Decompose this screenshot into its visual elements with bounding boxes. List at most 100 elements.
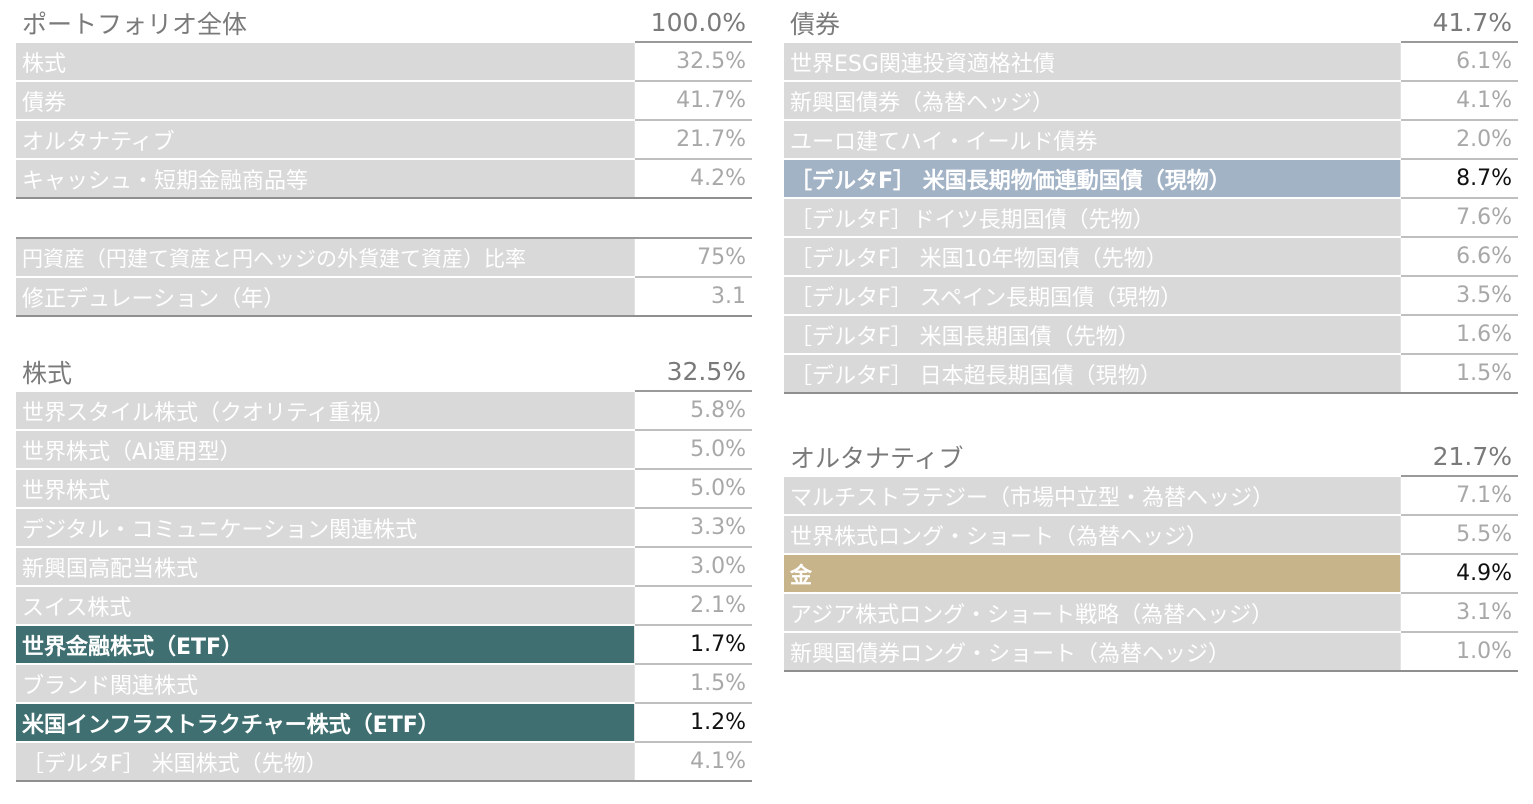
left-column: ポートフォリオ全体 100.0% 株式 32.5% 債券 41.7% オルタナテ…: [16, 4, 752, 782]
row-value: 1.5%: [1399, 354, 1518, 394]
table-row: ユーロ建てハイ・イールド債券 2.0%: [784, 120, 1518, 160]
row-value: 1.7%: [633, 625, 752, 665]
table-row: 世界株式（AI運用型） 5.0%: [16, 430, 752, 470]
row-label: ブランド関連株式: [16, 664, 634, 704]
row-value: 5.0%: [633, 430, 752, 470]
equity-table: 株式 32.5% 世界スタイル株式（クオリティ重視） 5.8% 世界株式（AI運…: [16, 353, 752, 782]
table-row: 新興国債券ロング・ショート（為替ヘッジ） 1.0%: [784, 632, 1518, 672]
row-label: オルタナティブ: [16, 120, 634, 160]
row-label: 世界株式（AI運用型）: [16, 430, 634, 470]
row-label: 新興国債券（為替ヘッジ）: [784, 81, 1400, 121]
row-label: 円資産（円建て資産と円ヘッジの外貨建て資産）比率: [16, 238, 634, 278]
row-value: 2.1%: [633, 586, 752, 626]
table-row-highlighted: 金 4.9%: [784, 554, 1518, 594]
table-row: 世界株式 5.0%: [16, 469, 752, 509]
portfolio-header-row: ポートフォリオ全体 100.0%: [16, 4, 752, 43]
table-row: キャッシュ・短期金融商品等 4.2%: [16, 159, 752, 199]
table-row: 新興国高配当株式 3.0%: [16, 547, 752, 587]
row-label: 債券: [16, 81, 634, 121]
table-row-highlighted: 世界金融株式（ETF） 1.7%: [16, 625, 752, 665]
row-label: デジタル・コミュニケーション関連株式: [16, 508, 634, 548]
section-gap: [784, 394, 1518, 438]
row-value: 41.7%: [633, 81, 752, 121]
row-label: 米国インフラストラクチャー株式（ETF）: [16, 703, 634, 743]
row-value: 21.7%: [633, 120, 752, 160]
row-label: ユーロ建てハイ・イールド債券: [784, 120, 1400, 160]
row-label: 金: [784, 554, 1400, 594]
row-value: 75%: [633, 238, 752, 278]
table-row: 世界スタイル株式（クオリティ重視） 5.8%: [16, 391, 752, 431]
bonds-title: 債券: [784, 4, 1400, 43]
portfolio-title: ポートフォリオ全体: [16, 4, 634, 43]
bonds-header-row: 債券 41.7%: [784, 4, 1518, 43]
row-value: 6.6%: [1399, 237, 1518, 277]
row-value: 3.3%: [633, 508, 752, 548]
row-label: 新興国債券ロング・ショート（為替ヘッジ）: [784, 632, 1400, 672]
equity-header-row: 株式 32.5%: [16, 353, 752, 392]
row-value: 8.7%: [1399, 159, 1518, 199]
table-row: ブランド関連株式 1.5%: [16, 664, 752, 704]
table-row: ［デルタF］ 米国10年物国債（先物） 6.6%: [784, 237, 1518, 277]
right-column: 債券 41.7% 世界ESG関連投資適格社債 6.1% 新興国債券（為替ヘッジ）…: [784, 4, 1518, 672]
row-label: マルチストラテジー（市場中立型・為替ヘッジ）: [784, 476, 1400, 516]
table-row: 債券 41.7%: [16, 81, 752, 121]
table-row: マルチストラテジー（市場中立型・為替ヘッジ） 7.1%: [784, 476, 1518, 516]
row-label: ［デルタF］ スペイン長期国債（現物）: [784, 276, 1400, 316]
row-value: 6.1%: [1399, 42, 1518, 82]
row-value: 4.9%: [1399, 554, 1518, 594]
row-value: 1.0%: [1399, 632, 1518, 672]
row-value: 4.1%: [1399, 81, 1518, 121]
row-label: アジア株式ロング・ショート戦略（為替ヘッジ）: [784, 593, 1400, 633]
table-row: ［デルタF］ドイツ長期国債（先物） 7.6%: [784, 198, 1518, 238]
row-label: 世界金融株式（ETF）: [16, 625, 634, 665]
row-label: スイス株式: [16, 586, 634, 626]
row-value: 4.1%: [633, 742, 752, 782]
table-row: アジア株式ロング・ショート戦略（為替ヘッジ） 3.1%: [784, 593, 1518, 633]
row-value: 4.2%: [633, 159, 752, 199]
table-row: 株式 32.5%: [16, 42, 752, 82]
row-value: 7.6%: [1399, 198, 1518, 238]
row-label: 世界スタイル株式（クオリティ重視）: [16, 391, 634, 431]
equity-total: 32.5%: [634, 353, 752, 392]
bonds-total: 41.7%: [1400, 4, 1518, 43]
row-label: ［デルタF］ 米国長期物価連動国債（現物）: [784, 159, 1400, 199]
section-gap: [16, 199, 752, 237]
row-value: 3.0%: [633, 547, 752, 587]
row-label: 修正デュレーション（年）: [16, 277, 634, 317]
table-row: デジタル・コミュニケーション関連株式 3.3%: [16, 508, 752, 548]
row-label: 株式: [16, 42, 634, 82]
row-value: 2.0%: [1399, 120, 1518, 160]
row-value: 5.5%: [1399, 515, 1518, 555]
equity-title: 株式: [16, 353, 634, 392]
table-row-highlighted: 米国インフラストラクチャー株式（ETF） 1.2%: [16, 703, 752, 743]
table-row: ［デルタF］ 日本超長期国債（現物） 1.5%: [784, 354, 1518, 394]
row-value: 5.8%: [633, 391, 752, 431]
row-value: 3.1: [633, 277, 752, 317]
table-row: ［デルタF］ スペイン長期国債（現物） 3.5%: [784, 276, 1518, 316]
row-value: 1.2%: [633, 703, 752, 743]
table-row: 円資産（円建て資産と円ヘッジの外貨建て資産）比率 75%: [16, 238, 752, 278]
row-value: 1.5%: [633, 664, 752, 704]
table-row: 修正デュレーション（年） 3.1: [16, 277, 752, 317]
table-row: ［デルタF］ 米国株式（先物） 4.1%: [16, 742, 752, 782]
alternatives-header-row: オルタナティブ 21.7%: [784, 438, 1518, 477]
table-row: スイス株式 2.1%: [16, 586, 752, 626]
row-label: ［デルタF］ 日本超長期国債（現物）: [784, 354, 1400, 394]
table-row: オルタナティブ 21.7%: [16, 120, 752, 160]
alternatives-total: 21.7%: [1400, 438, 1518, 477]
row-value: 1.6%: [1399, 315, 1518, 355]
alternatives-title: オルタナティブ: [784, 438, 1400, 477]
table-row: 世界ESG関連投資適格社債 6.1%: [784, 42, 1518, 82]
row-value: 3.1%: [1399, 593, 1518, 633]
row-value: 5.0%: [633, 469, 752, 509]
bonds-table: 債券 41.7% 世界ESG関連投資適格社債 6.1% 新興国債券（為替ヘッジ）…: [784, 4, 1518, 394]
section-gap: [16, 317, 752, 353]
row-label: 新興国高配当株式: [16, 547, 634, 587]
row-value: 7.1%: [1399, 476, 1518, 516]
row-label: 世界株式: [16, 469, 634, 509]
row-label: ［デルタF］ 米国長期国債（先物）: [784, 315, 1400, 355]
portfolio-total: 100.0%: [634, 4, 752, 43]
row-label: 世界株式ロング・ショート（為替ヘッジ）: [784, 515, 1400, 555]
row-label: 世界ESG関連投資適格社債: [784, 42, 1400, 82]
row-label: キャッシュ・短期金融商品等: [16, 159, 634, 199]
